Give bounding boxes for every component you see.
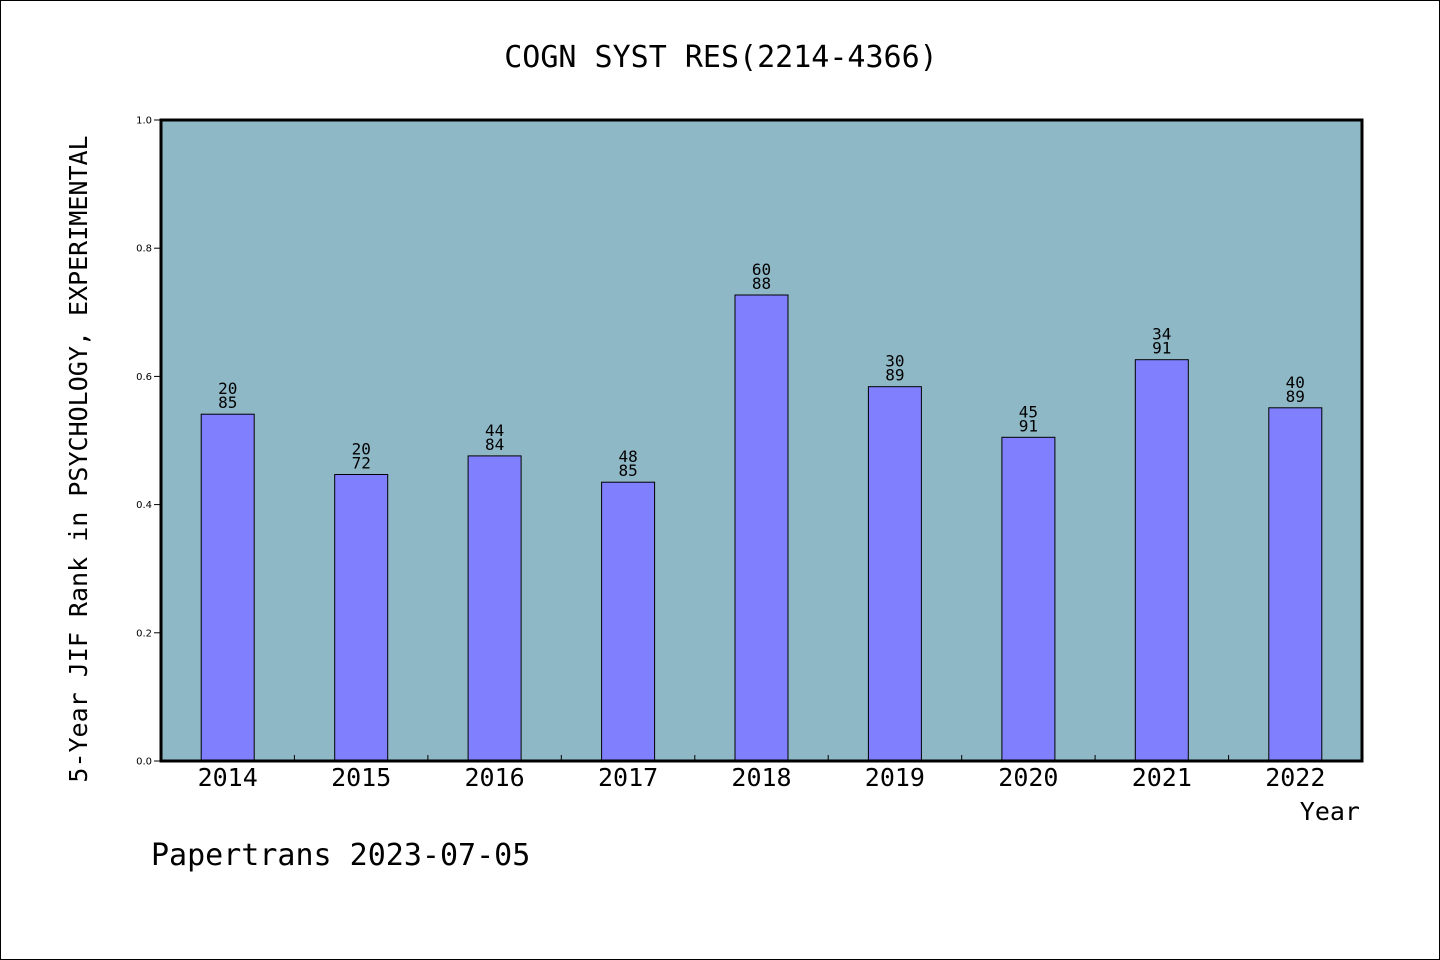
data-label-top-2018: 60 bbox=[752, 260, 771, 279]
x-tick-label-2019: 2019 bbox=[865, 763, 925, 792]
bar-2015 bbox=[334, 474, 389, 762]
bar-2021 bbox=[1134, 359, 1189, 762]
y-tick-label: 0.2 bbox=[136, 628, 152, 639]
x-tick-label-2016: 2016 bbox=[464, 763, 524, 792]
data-label-bottom-2021: 91 bbox=[1152, 339, 1171, 358]
data-label-top-2016: 44 bbox=[485, 421, 504, 440]
bar-2022 bbox=[1268, 407, 1323, 762]
bar-2017 bbox=[601, 481, 656, 762]
data-label-bottom-2015: 72 bbox=[352, 454, 371, 473]
x-tick-label-2022: 2022 bbox=[1265, 763, 1325, 792]
data-label-top-2020: 45 bbox=[1019, 402, 1038, 421]
data-label-top-2021: 34 bbox=[1152, 325, 1171, 344]
data-label-bottom-2014: 85 bbox=[218, 393, 237, 412]
data-label-bottom-2017: 85 bbox=[618, 461, 637, 480]
data-label-bottom-2020: 91 bbox=[1019, 416, 1038, 435]
footer-watermark: Papertrans 2023-07-05 bbox=[151, 838, 530, 873]
x-axis: 2014 2015 2016 2017 2018 2019 2020 2021 2022 bbox=[198, 755, 1325, 792]
y-tick-label: 0.4 bbox=[136, 500, 152, 511]
data-label-bottom-2018: 88 bbox=[752, 274, 771, 293]
y-tick-label: 0.0 bbox=[136, 757, 152, 768]
bar-2014 bbox=[200, 413, 255, 762]
plot-frame bbox=[159, 118, 1364, 763]
x-tick-label-2020: 2020 bbox=[998, 763, 1058, 792]
x-tick-label-2014: 2014 bbox=[198, 763, 258, 792]
bars-layer bbox=[200, 294, 1323, 762]
x-tick-label-2017: 2017 bbox=[598, 763, 658, 792]
bar-2018 bbox=[734, 294, 789, 762]
chart-title: COGN SYST RES(2214-4366) bbox=[504, 40, 937, 75]
y-axis-title: 5-Year JIF Rank in PSYCHOLOGY, EXPERIMEN… bbox=[64, 135, 93, 782]
data-label-bottom-2016: 84 bbox=[485, 435, 504, 454]
x-tick-label-2021: 2021 bbox=[1132, 763, 1192, 792]
bar-2020 bbox=[1001, 436, 1056, 762]
bar-2016 bbox=[467, 455, 522, 762]
data-label-top-2019: 30 bbox=[885, 352, 904, 371]
bar-2019 bbox=[867, 386, 922, 762]
data-label-bottom-2019: 89 bbox=[885, 366, 904, 385]
y-axis: 0.0 0.2 0.4 0.6 0.8 1.0 bbox=[136, 116, 161, 768]
data-label-top-2014: 20 bbox=[218, 379, 237, 398]
data-label-bottom-2022: 89 bbox=[1286, 387, 1305, 406]
x-tick-label-2018: 2018 bbox=[731, 763, 791, 792]
x-axis-title: Year bbox=[1300, 797, 1360, 826]
data-label-top-2017: 48 bbox=[618, 447, 637, 466]
data-label-top-2022: 40 bbox=[1286, 373, 1305, 392]
data-label-top-2015: 20 bbox=[352, 440, 371, 459]
y-tick-label: 0.6 bbox=[136, 372, 152, 383]
y-tick-label: 1.0 bbox=[136, 116, 152, 127]
x-tick-label-2015: 2015 bbox=[331, 763, 391, 792]
y-tick-label: 0.8 bbox=[136, 244, 152, 255]
